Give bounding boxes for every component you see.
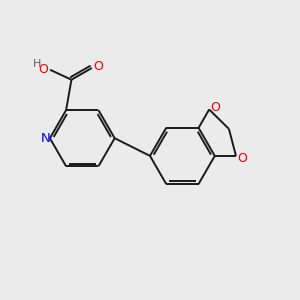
Text: H: H — [33, 59, 41, 69]
Text: O: O — [211, 100, 220, 114]
Text: O: O — [39, 63, 49, 76]
Text: O: O — [93, 60, 103, 73]
Text: O: O — [238, 152, 248, 165]
Text: N: N — [40, 132, 50, 145]
